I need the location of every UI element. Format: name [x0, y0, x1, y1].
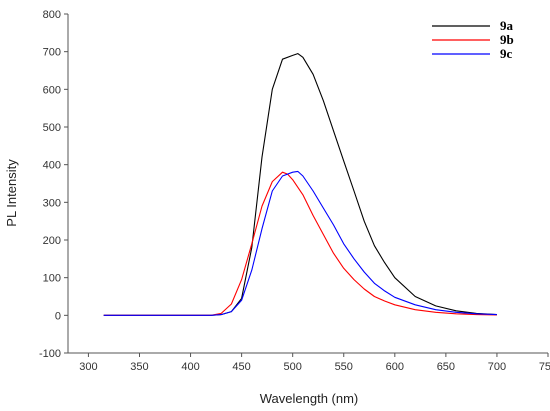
series-line-9a [103, 53, 497, 316]
x-tick-label: 400 [181, 361, 199, 373]
series-line-9c [103, 170, 497, 316]
legend-label-9b: 9b [500, 32, 514, 47]
x-tick-label: 650 [437, 361, 455, 373]
x-tick-label: 300 [79, 361, 97, 373]
y-axis-title: PL Intensity [4, 159, 19, 227]
x-tick-label: 550 [335, 361, 353, 373]
y-tick-label: 600 [43, 84, 61, 96]
y-tick-label: 200 [43, 235, 61, 247]
y-tick-label: 300 [43, 197, 61, 209]
x-axis-title: Wavelength (nm) [260, 391, 359, 406]
legend-label-9c: 9c [500, 46, 513, 61]
axes: -100 0 100 200 300 400 500 600 700 800 300 350 400 45… [39, 9, 550, 373]
series-line-9b [103, 171, 497, 316]
y-tick-label: -100 [39, 348, 61, 360]
y-tick-label: 700 [43, 47, 61, 59]
y-tick-label: 100 [43, 273, 61, 285]
legend-label-9a: 9a [500, 18, 514, 33]
y-tick-label: 800 [43, 9, 61, 21]
x-tick-label: 350 [130, 361, 148, 373]
y-tick-label: 500 [43, 122, 61, 134]
x-tick-label: 600 [386, 361, 404, 373]
x-tick-label: 500 [284, 361, 302, 373]
y-tick-label: 0 [55, 310, 61, 322]
x-tick-label: 450 [232, 361, 250, 373]
series-layer [103, 53, 497, 316]
y-tick-label: 400 [43, 160, 61, 172]
x-tick-label: 700 [488, 361, 506, 373]
x-tick-label: 750 [539, 361, 550, 373]
